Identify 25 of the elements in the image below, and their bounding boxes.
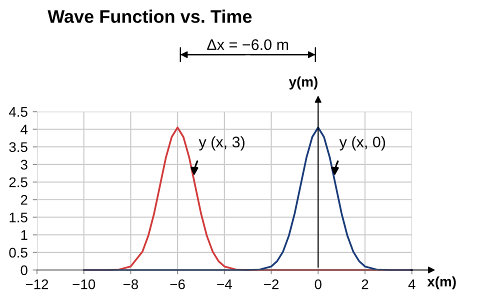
y-tick-label: 0.5	[9, 248, 28, 258]
y-tick-label: 1.5	[10, 212, 28, 222]
x-tick-label: 2	[362, 279, 368, 290]
x-tick-label: 4	[408, 280, 416, 290]
x-tick-label: −6	[170, 279, 185, 290]
y-tick-label: 4	[20, 124, 28, 134]
x-tick-label: −4	[217, 280, 232, 290]
x-tick-label: −12	[26, 279, 48, 290]
x-tick-label: −10	[72, 279, 96, 290]
x-tick-label: −8	[123, 279, 138, 290]
x-axis-title: x(m)	[427, 276, 456, 290]
y-tick-label: 4.5	[8, 107, 28, 117]
x-tick-label: 0	[314, 279, 322, 290]
y-tick-label: 3.5	[9, 142, 28, 152]
chart-title: Wave Function vs. Time	[48, 10, 252, 23]
y-tick-label: 1	[21, 230, 28, 240]
y-tick-label: 3	[20, 160, 28, 170]
text: Δx = −6.0 m	[207, 39, 288, 50]
y-axis-title: y(m)	[288, 76, 318, 90]
annotation: y (x, 3)	[198, 136, 244, 150]
y-tick-label: 0	[20, 265, 28, 276]
x-tick-label: −2	[264, 279, 278, 290]
y-tick-label: 2	[20, 194, 28, 205]
y-tick-label: 2.5	[9, 177, 28, 188]
annotation: y (x, 0)	[339, 136, 386, 150]
